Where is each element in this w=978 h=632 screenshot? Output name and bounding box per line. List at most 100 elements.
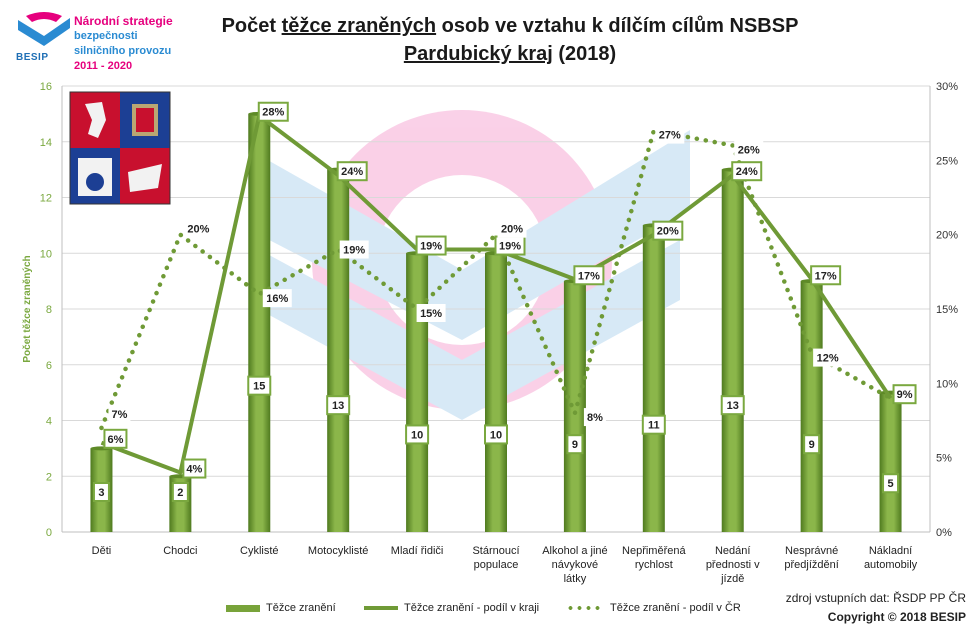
x-tick-label: Stárnoucí populace [472,545,519,571]
legend-item-cr-line: Těžce zranění - podíl v ČR [566,602,741,614]
y-tick-label: 0 [46,527,52,539]
cr-share-label: 27% [659,130,681,142]
data-source-note: zdroj vstupních dat: ŘSDP PP ČR [785,591,966,605]
cr-share-label: 7% [112,409,128,421]
bar [485,253,507,532]
x-tick-label: Nákladní automobily [864,545,918,571]
region-share-label-box [892,384,917,405]
bar-value-label-box [566,434,584,455]
bar-value-label: 10 [490,429,502,441]
cr-share-label-box [497,219,527,238]
bar-value-label: 13 [727,400,739,412]
y2-tick-label: 15% [936,304,958,316]
legend-item-region-line: Těžce zranění - podíl v kraji [364,602,539,614]
bar-value-label-box [641,414,666,435]
y-axis-title: Počet těžce zraněných [22,255,33,362]
bar-value-label-box [92,482,110,502]
cr-share-label: 15% [420,308,442,320]
cr-share-label: 20% [187,224,209,236]
chart-title: Počet těžce zraněných osob ve vztahu k d… [180,12,840,68]
region-share-label: 17% [815,270,837,282]
data-labels: 3 2 15 13 10 10 9 11 13 9 5 6% 4% 28% 24% 19% 19% 17% 20% 2… [92,101,917,502]
y2-tick-label: 20% [936,230,958,242]
region-share-label: 4% [186,464,202,476]
x-tick-label: Nedání přednosti v jízdě [706,545,760,585]
chart-title-line-2: Pardubický kraj (2018) [180,40,840,68]
title-year: (2018) [552,43,617,65]
region-share-label-box [731,161,763,182]
cr-share-label-box [183,219,213,238]
y2-tick-label: 10% [936,378,958,390]
y-tick-label: 10 [40,248,52,260]
bar [406,253,429,532]
region-share-label-box [415,235,447,256]
region-share-label: 9% [897,389,913,401]
bar-value-label-box [720,395,745,416]
bar [879,392,902,532]
title-pre: Počet [221,15,282,37]
bar [248,113,271,532]
region-share-label: 24% [341,166,363,178]
bar [563,281,586,532]
bar [800,281,823,532]
bar-value-label-box [405,424,430,445]
legend-label-region-line: Těžce zranění - podíl v kraji [404,602,540,614]
y-tick-label: 4 [46,416,52,428]
cr-share-label-box [655,125,685,144]
bar-value-label: 13 [332,400,344,412]
x-tick-label: Děti [92,545,112,557]
region-share-label: 20% [657,226,679,238]
bar-value-label: 10 [411,429,423,441]
y2-tick-label: 30% [936,81,958,93]
logo-line-3: silničního provozu [74,45,172,57]
y-tick-label: 14 [40,137,52,149]
title-region: Pardubický kraj [403,43,553,65]
coat-of-arms-image [69,91,171,205]
legend-item-bars: Těžce zranění [226,602,336,614]
y-tick-label: 16 [40,81,52,93]
bar-value-label-box [171,482,189,502]
region-share-label: 19% [420,241,442,253]
region-share-label: 17% [578,270,600,282]
bar-value-label: 9 [572,439,578,451]
logo-line-4: 2011 - 2020 [74,60,133,72]
bar-value-label-box [882,473,900,494]
cr-share-label-box [813,348,843,367]
cr-share-label: 26% [738,144,760,156]
x-tick-label: Mladí řidiči [391,545,444,557]
region-share-label: 19% [499,241,521,253]
cr-share-label-box [262,289,292,308]
logo-text: Národní strategie bezpečnosti silničního… [74,14,173,74]
cr-share-label: 8% [587,412,603,424]
region-share-label-box [652,220,684,241]
legend-swatch-region-line [364,606,398,611]
bar-value-label-box [247,375,272,396]
bar-value-label-box [326,395,351,416]
bar-value-label: 9 [809,439,815,451]
y-tick-label: 6 [46,360,52,372]
logo-line-1: Národní strategie [74,14,173,28]
bar-value-label: 15 [253,381,265,393]
cr-share-series [99,128,893,431]
x-tick-label: Chodci [163,545,197,557]
legend-swatch-bars [226,604,260,612]
bars [90,111,902,532]
cr-share-label-box [734,140,764,159]
cr-share-label: 20% [501,224,523,236]
copyright-note: Copyright © 2018 BESIP [827,610,966,624]
logo-brand: BESIP [16,52,49,63]
bar-value-label-box [803,434,821,455]
nsbsp-logo: BESIP Národní strategie bezpečnosti siln… [14,10,194,72]
y2-tick-label: 0% [936,527,952,539]
chart-legend: Těžce zranění Těžce zranění - podíl v kr… [0,600,978,622]
region-share-label-box [810,265,842,286]
region-share-label-box [103,428,128,449]
x-tick-label: Cyklisté [240,545,279,557]
bar [642,225,665,532]
region-share-label: 6% [108,434,124,446]
cr-share-label-box [416,304,446,322]
cr-share-label: 19% [343,245,365,257]
cr-share-line [99,128,893,431]
